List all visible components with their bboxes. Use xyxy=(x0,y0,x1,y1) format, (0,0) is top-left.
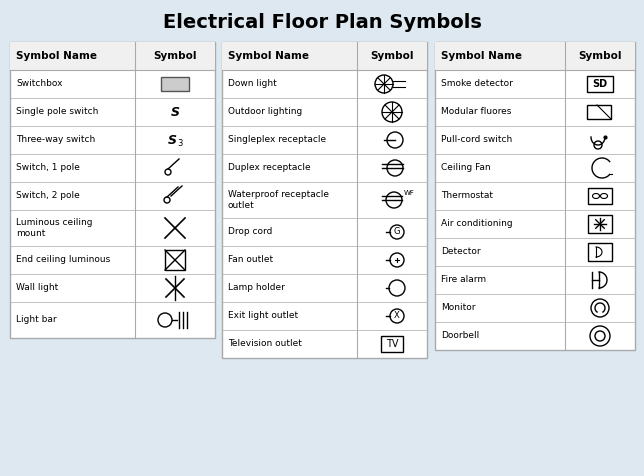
Text: Single pole switch: Single pole switch xyxy=(16,108,99,117)
Bar xyxy=(587,105,611,119)
Bar xyxy=(588,215,612,233)
Text: Symbol Name: Symbol Name xyxy=(16,51,97,61)
Text: Light bar: Light bar xyxy=(16,316,57,325)
Text: End ceiling luminous: End ceiling luminous xyxy=(16,256,110,265)
Bar xyxy=(161,77,189,91)
Text: Air conditioning: Air conditioning xyxy=(441,219,513,228)
Text: Three-way switch: Three-way switch xyxy=(16,136,95,145)
Text: Lamp holder: Lamp holder xyxy=(228,284,285,292)
Text: S: S xyxy=(167,133,176,147)
Text: Detector: Detector xyxy=(441,248,480,257)
Text: Modular fluores: Modular fluores xyxy=(441,108,511,117)
Text: X: X xyxy=(394,311,400,320)
Text: Symbol: Symbol xyxy=(153,51,197,61)
Text: Outdoor lighting: Outdoor lighting xyxy=(228,108,302,117)
Text: Switch, 1 pole: Switch, 1 pole xyxy=(16,163,80,172)
Text: Symbol Name: Symbol Name xyxy=(441,51,522,61)
Bar xyxy=(587,76,613,92)
Bar xyxy=(222,42,427,358)
Text: Waterproof receptacle
outlet: Waterproof receptacle outlet xyxy=(228,190,329,210)
Text: Drop cord: Drop cord xyxy=(228,228,272,237)
Text: G: G xyxy=(393,228,401,237)
Bar xyxy=(222,42,427,70)
Text: Down light: Down light xyxy=(228,79,277,89)
Text: Monitor: Monitor xyxy=(441,304,475,313)
Text: Ceiling Fan: Ceiling Fan xyxy=(441,163,491,172)
Text: Pull-cord switch: Pull-cord switch xyxy=(441,136,512,145)
Text: Fire alarm: Fire alarm xyxy=(441,276,486,285)
Bar xyxy=(10,42,215,338)
Text: Smoke detector: Smoke detector xyxy=(441,79,513,89)
Bar xyxy=(588,243,612,261)
Text: SD: SD xyxy=(592,79,607,89)
Text: Electrical Floor Plan Symbols: Electrical Floor Plan Symbols xyxy=(162,12,482,31)
Bar xyxy=(165,250,185,270)
Text: Switch, 2 pole: Switch, 2 pole xyxy=(16,191,80,200)
Bar xyxy=(435,42,635,70)
Text: 3: 3 xyxy=(177,139,183,148)
Text: WF: WF xyxy=(404,190,415,196)
Bar xyxy=(381,336,403,352)
Text: Symbol: Symbol xyxy=(370,51,413,61)
Text: Switchbox: Switchbox xyxy=(16,79,62,89)
Text: TV: TV xyxy=(386,339,398,349)
Text: Singleplex receptacle: Singleplex receptacle xyxy=(228,136,326,145)
Text: Fan outlet: Fan outlet xyxy=(228,256,273,265)
Text: Television outlet: Television outlet xyxy=(228,339,302,348)
Text: Wall light: Wall light xyxy=(16,284,58,292)
Text: Symbol: Symbol xyxy=(578,51,621,61)
Text: Duplex receptacle: Duplex receptacle xyxy=(228,163,310,172)
Text: Doorbell: Doorbell xyxy=(441,331,479,340)
Bar xyxy=(435,42,635,350)
Text: Thermostat: Thermostat xyxy=(441,191,493,200)
Bar xyxy=(588,188,612,204)
Text: S: S xyxy=(171,106,180,119)
Text: Symbol Name: Symbol Name xyxy=(228,51,309,61)
Text: Luminous ceiling
mount: Luminous ceiling mount xyxy=(16,218,93,238)
Text: Exit light outlet: Exit light outlet xyxy=(228,311,298,320)
Bar xyxy=(10,42,215,70)
